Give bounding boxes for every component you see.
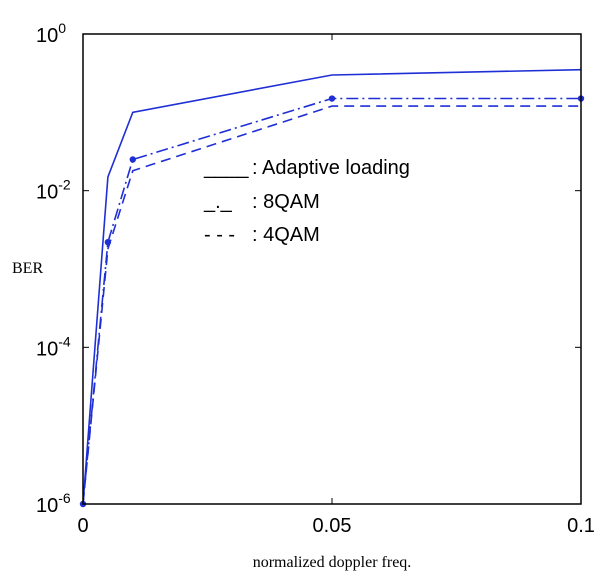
legend-key: - - - xyxy=(204,224,235,246)
x-tick-label: 0.1 xyxy=(567,515,595,537)
series-marker xyxy=(328,95,336,102)
legend-key: _._ xyxy=(203,191,233,213)
legend-label: : Adaptive loading xyxy=(252,157,410,179)
y-tick-label: 100 xyxy=(36,20,66,47)
plot-lines xyxy=(79,68,585,508)
series-marker xyxy=(129,156,136,163)
x-tick-label: 0 xyxy=(77,515,88,537)
legend-label: : 4QAM xyxy=(252,224,320,246)
legend-label: : 8QAM xyxy=(252,191,320,213)
legend: ____: Adaptive loading _._ : 8QAM - - - : 4Q… xyxy=(203,157,410,246)
y-tick-label: 10-6 xyxy=(36,490,71,517)
tick-labels: 0 0.05 0.1 10-6 10-4 10-2 100 xyxy=(36,20,595,537)
y-tick-label: 10-2 xyxy=(36,177,71,204)
y-axis-label: BER xyxy=(12,260,43,277)
series-line-2 xyxy=(82,105,581,505)
plot-frame xyxy=(82,33,582,505)
ticks xyxy=(82,33,582,505)
series-line-1 xyxy=(82,97,581,505)
x-axis-label: normalized doppler freq. xyxy=(253,554,412,571)
series-line-0 xyxy=(82,68,582,505)
x-tick-label: 0.05 xyxy=(313,515,352,537)
legend-key: ____ xyxy=(203,157,249,179)
y-tick-label: 10-4 xyxy=(36,333,71,360)
